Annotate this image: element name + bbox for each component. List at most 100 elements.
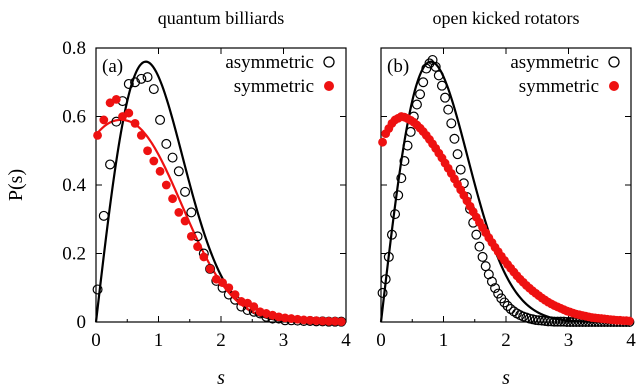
data-point-symmetric xyxy=(174,208,184,217)
y-tick-label: 0.2 xyxy=(62,244,86,265)
data-point-asymmetric xyxy=(380,274,391,285)
data-point-asymmetric xyxy=(155,114,166,125)
data-point-symmetric xyxy=(324,316,334,326)
data-point-asymmetric xyxy=(383,251,394,262)
data-point-asymmetric xyxy=(98,210,109,221)
data-point-symmetric xyxy=(199,252,209,262)
data-point-symmetric xyxy=(136,130,146,140)
x-tick-label: 3 xyxy=(564,330,574,351)
x-tick-label: 4 xyxy=(626,330,636,351)
x-tick-label: 0 xyxy=(91,330,101,351)
data-point-symmetric xyxy=(149,156,159,166)
data-point-symmetric xyxy=(130,118,140,128)
x-tick-label: 2 xyxy=(501,330,511,351)
x-tick-label: 3 xyxy=(279,330,289,351)
data-point-symmetric xyxy=(336,317,346,327)
data-point-asymmetric xyxy=(471,229,482,240)
data-point-asymmetric xyxy=(105,159,116,170)
data-point-symmetric xyxy=(249,302,259,311)
data-point-asymmetric xyxy=(148,84,159,95)
chart-title: open kicked rotators xyxy=(433,8,580,28)
data-point-asymmetric xyxy=(136,73,147,84)
data-point-symmetric xyxy=(205,264,215,274)
data-point-asymmetric xyxy=(474,241,485,252)
legend-marker-symmetric xyxy=(324,81,334,91)
y-axis-label: P(s) xyxy=(5,169,27,201)
data-point-asymmetric xyxy=(180,186,191,197)
data-point-asymmetric xyxy=(377,287,388,298)
data-point-asymmetric xyxy=(173,166,184,177)
data-point-asymmetric xyxy=(436,80,447,91)
data-point-asymmetric xyxy=(130,77,141,88)
data-point-asymmetric xyxy=(480,261,491,272)
data-point-symmetric xyxy=(218,278,227,288)
data-point-asymmetric xyxy=(186,207,197,218)
legend-label-asymmetric: asymmetric xyxy=(225,52,314,73)
x-tick-label: 4 xyxy=(341,330,351,351)
x-tick-label: 0 xyxy=(376,330,386,351)
data-point-asymmetric xyxy=(161,138,172,149)
data-point-symmetric xyxy=(161,180,171,190)
y-tick-label: 0 xyxy=(77,312,87,333)
data-point-asymmetric xyxy=(477,251,488,262)
data-point-asymmetric xyxy=(111,116,122,127)
legend-marker-asymmetric xyxy=(608,56,620,68)
data-point-symmetric xyxy=(625,316,634,326)
chart-panel-a: 0 1 2 3 4 0 0.2 0.4 0.6 0.8 quantum billiards s P(s)… xyxy=(5,8,351,388)
data-point-symmetric xyxy=(299,315,309,325)
data-point-symmetric xyxy=(111,94,121,104)
data-point-symmetric xyxy=(318,316,327,326)
data-point-asymmetric xyxy=(396,173,407,184)
data-point-asymmetric xyxy=(533,315,544,326)
data-point-symmetric xyxy=(224,283,234,293)
legend-label-asymmetric: asymmetric xyxy=(510,52,599,73)
x-tick-label: 2 xyxy=(216,330,226,351)
legend-label-symmetric: symmetric xyxy=(234,76,314,97)
chart-title: quantum billiards xyxy=(158,8,284,28)
legend-marker-asymmetric xyxy=(323,56,335,68)
data-point-asymmetric xyxy=(393,190,404,201)
data-point-symmetric xyxy=(193,242,202,252)
data-point-symmetric xyxy=(230,290,240,299)
legend-marker-symmetric xyxy=(609,81,619,91)
data-point-asymmetric xyxy=(443,104,454,115)
fit-curve-asymmetric xyxy=(379,60,631,324)
data-point-asymmetric xyxy=(421,63,432,74)
data-point-asymmetric xyxy=(390,209,401,220)
data-point-asymmetric xyxy=(424,58,435,69)
data-point-symmetric xyxy=(305,315,315,325)
x-tick-label: 1 xyxy=(439,330,449,351)
data-point-symmetric xyxy=(143,146,152,156)
data-point-symmetric xyxy=(99,115,109,125)
data-point-asymmetric xyxy=(452,149,463,160)
data-point-asymmetric xyxy=(123,78,134,89)
data-point-symmetric xyxy=(155,166,165,176)
data-point-asymmetric xyxy=(433,70,444,81)
data-point-symmetric xyxy=(180,216,190,226)
x-axis-label: s xyxy=(217,367,225,388)
data-point-asymmetric xyxy=(540,315,551,326)
data-point-asymmetric xyxy=(446,118,457,129)
data-point-asymmetric xyxy=(411,99,422,110)
data-point-asymmetric xyxy=(399,156,410,167)
data-point-asymmetric xyxy=(530,314,541,325)
y-tick-label: 0.6 xyxy=(62,107,86,128)
panel-letter: (a) xyxy=(102,56,123,77)
data-point-symmetric xyxy=(124,108,134,118)
data-point-asymmetric xyxy=(402,140,413,151)
legend-label-symmetric: symmetric xyxy=(519,76,599,97)
x-tick-label: 1 xyxy=(154,330,164,351)
data-point-asymmetric xyxy=(499,297,510,308)
data-point-asymmetric xyxy=(440,92,451,103)
data-point-asymmetric xyxy=(486,276,497,287)
data-point-symmetric xyxy=(168,194,177,204)
data-point-symmetric xyxy=(93,130,102,140)
data-point-symmetric xyxy=(330,316,340,326)
data-point-asymmetric xyxy=(536,315,547,326)
data-point-asymmetric xyxy=(142,72,153,83)
y-tick-label: 0.8 xyxy=(62,38,86,59)
data-point-symmetric xyxy=(378,137,387,147)
data-point-asymmetric xyxy=(167,152,178,163)
data-point-asymmetric xyxy=(449,133,460,144)
